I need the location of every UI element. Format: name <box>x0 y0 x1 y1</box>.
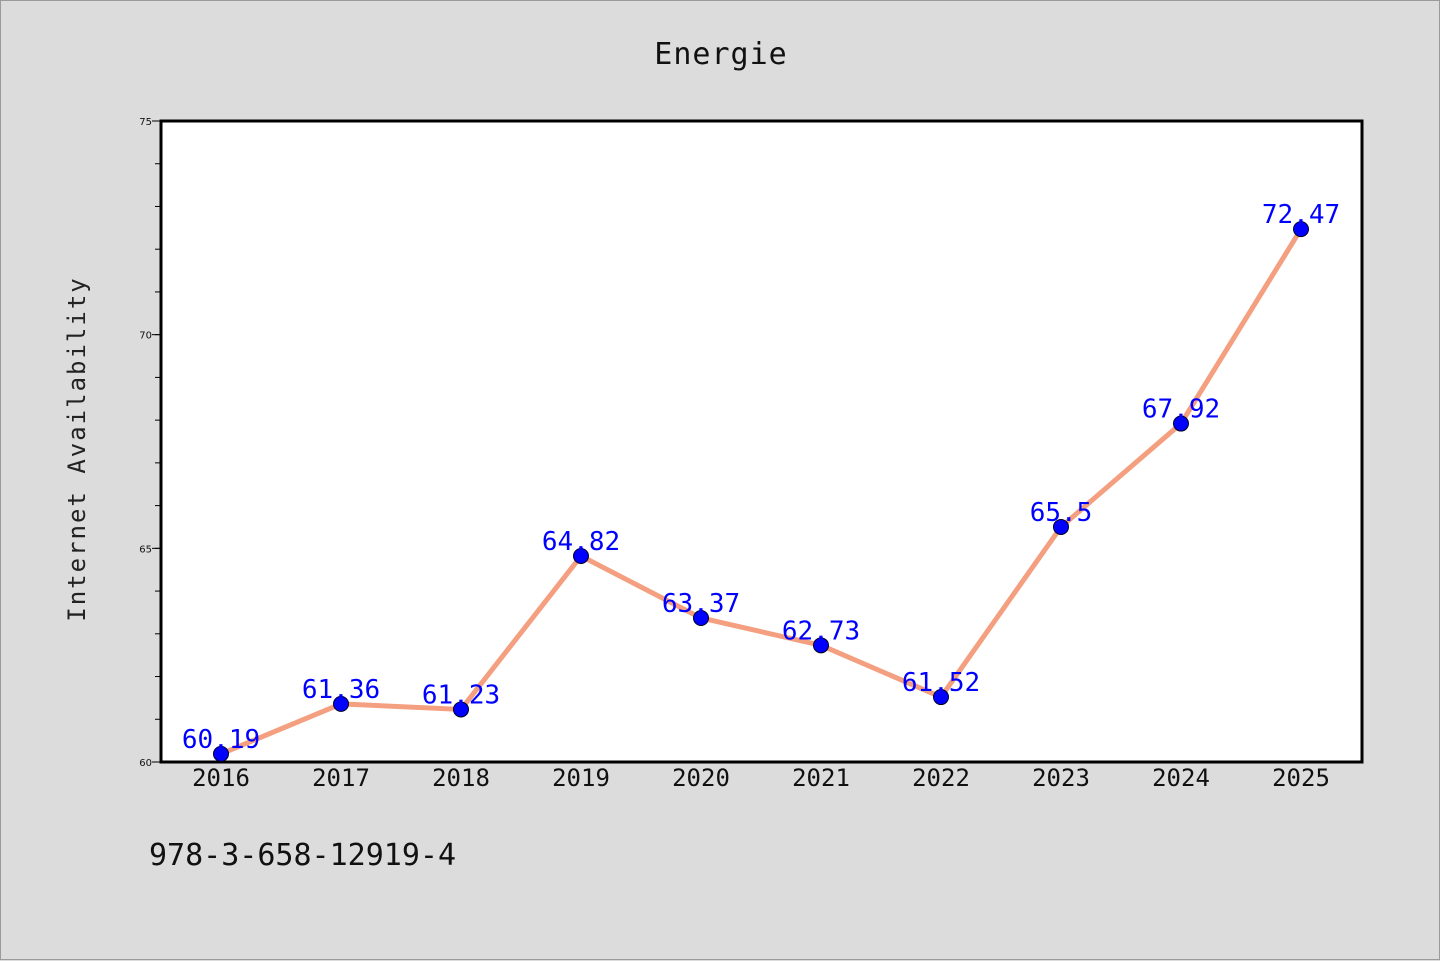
y-axis-ticks: 60 65 70 75 <box>139 117 161 769</box>
x-tick-label: 2024 <box>1152 764 1210 792</box>
data-point <box>933 689 949 706</box>
x-axis-ticks: 2016 2017 2018 2019 2020 2021 2022 2023 2024 2025 <box>192 764 1330 792</box>
y-tick-label: 70 <box>139 331 152 342</box>
x-tick-label: 2021 <box>792 764 850 792</box>
data-point <box>1173 415 1189 432</box>
data-point <box>693 609 709 626</box>
footnote-isbn: 978-3-658-12919-4 <box>149 838 456 873</box>
x-tick-label: 2022 <box>912 764 970 792</box>
data-point <box>1053 518 1069 535</box>
x-tick-label: 2018 <box>432 764 490 792</box>
data-label: 65.5 <box>1030 498 1093 528</box>
data-label: 64.82 <box>542 527 620 557</box>
data-point <box>1293 221 1309 238</box>
data-label: 61.52 <box>902 668 980 698</box>
data-point <box>213 745 229 762</box>
y-tick-label: 65 <box>139 544 152 555</box>
data-label: 67.92 <box>1142 395 1220 425</box>
x-tick-label: 2017 <box>312 764 370 792</box>
y-tick-label: 60 <box>139 758 152 769</box>
data-label: 62.73 <box>782 616 860 646</box>
x-tick-label: 2016 <box>192 764 250 792</box>
data-point <box>453 701 469 718</box>
x-tick-label: 2020 <box>672 764 730 792</box>
chart-title: Energie <box>654 37 787 72</box>
y-axis-label: Internet Availability <box>63 276 91 621</box>
plot-area <box>159 119 1364 764</box>
data-label: 61.23 <box>422 680 500 710</box>
x-tick-label: 2025 <box>1272 764 1330 792</box>
x-tick-label: 2019 <box>552 764 610 792</box>
series-line <box>218 226 1304 757</box>
data-label: 60.19 <box>182 725 260 755</box>
series-group: 60.19 61.36 61.23 64.82 63.37 62.73 61.52 65.5 6… <box>182 200 1340 762</box>
y-tick-label: 75 <box>139 117 152 128</box>
data-point <box>813 637 829 654</box>
data-point <box>573 548 589 565</box>
data-label: 61.36 <box>302 675 380 705</box>
x-tick-label: 2023 <box>1032 764 1090 792</box>
data-point <box>333 695 349 712</box>
data-label: 72.47 <box>1262 200 1340 230</box>
data-label: 63.37 <box>662 589 740 619</box>
